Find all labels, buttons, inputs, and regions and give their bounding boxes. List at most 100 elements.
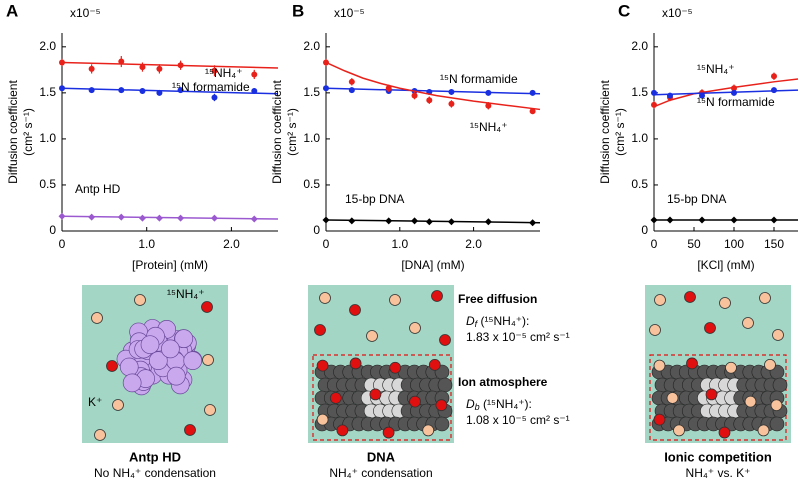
data-point [485, 102, 492, 109]
fit-line [653, 78, 799, 108]
data-point [177, 87, 184, 94]
ion [112, 399, 124, 411]
ion [772, 329, 784, 341]
data-point [59, 85, 65, 92]
data-point [156, 89, 163, 96]
data-point [211, 94, 218, 101]
y-axis-label: Diffusion coefficient [270, 80, 284, 184]
data-point [385, 85, 392, 92]
fit-line [61, 215, 279, 220]
annotation-formula: Df (¹⁵NH₄⁺): [466, 314, 529, 329]
ion [329, 392, 342, 404]
x-tick-label: 2.0 [223, 237, 240, 251]
formula-subscript: b [475, 402, 480, 412]
ion [389, 361, 402, 374]
data-point [385, 217, 393, 225]
formula-subscript: f [475, 319, 479, 329]
ion [319, 292, 331, 304]
x-tick-label: 1.0 [391, 237, 408, 251]
ion [718, 426, 731, 439]
ion [366, 330, 378, 342]
y-tick-label: 1.5 [39, 85, 56, 99]
y-tick-label: 0.5 [303, 177, 320, 191]
data-point [118, 58, 125, 65]
data-point [155, 214, 163, 222]
y-tick-label: 0 [49, 223, 56, 237]
y-tick-label: 1.0 [303, 131, 320, 145]
data-point [88, 65, 95, 72]
ion [369, 388, 382, 401]
ion [422, 424, 435, 437]
data-point [425, 218, 433, 226]
data-point [447, 218, 455, 226]
protein-atom [161, 339, 180, 359]
protein-atom [174, 329, 194, 348]
protein-atom [166, 366, 186, 386]
formula-rest: (¹⁵NH₄⁺): [480, 397, 532, 411]
y-tick-label: 1.0 [631, 131, 648, 145]
data-point [323, 85, 329, 92]
ion [314, 324, 326, 336]
data-point [771, 87, 777, 94]
data-point [426, 97, 433, 104]
ion [106, 360, 118, 372]
annotation-value: 1.83 x 10⁻⁵ cm² s⁻¹ [466, 330, 570, 344]
y-tick-label: 1.0 [39, 131, 56, 145]
data-point [211, 67, 218, 74]
ion [666, 392, 679, 404]
panel-label: B [292, 1, 304, 20]
data-point [88, 213, 96, 221]
ion [684, 291, 696, 303]
fit-line [325, 219, 541, 224]
formula-symbol: D [466, 314, 475, 328]
y-tick-label: 0.5 [631, 177, 648, 191]
data-point [251, 88, 258, 95]
y-tick-label: 1.5 [631, 85, 648, 99]
ion [653, 359, 666, 372]
ion [435, 399, 448, 412]
data-point [177, 214, 185, 222]
dna-atom [434, 416, 450, 432]
y-tick-label: 2.0 [631, 39, 648, 53]
ion [439, 334, 451, 346]
schematic-subtitle: NH₄⁺ condensation [329, 466, 432, 480]
x-tick-label: 150 [764, 237, 784, 251]
formula-symbol: D [466, 397, 475, 411]
series-label: 15-bp DNA [667, 192, 726, 206]
ion-label: K⁺ [88, 395, 102, 409]
protein-atom [183, 351, 203, 370]
data-point [118, 87, 125, 94]
ion [389, 294, 401, 306]
panel-label: C [618, 1, 630, 20]
ion [705, 388, 718, 401]
panel-label: A [6, 1, 18, 20]
ion [649, 324, 661, 336]
dna-atom [772, 377, 788, 393]
data-point [210, 214, 218, 222]
protein-atom [148, 351, 168, 370]
data-point [139, 88, 146, 95]
schematic-title: Antp HD [129, 449, 181, 464]
axis-multiplier: x10⁻⁵ [334, 6, 365, 20]
ion [744, 395, 757, 408]
annotation-formula: Db (¹⁵NH₄⁺): [466, 397, 532, 412]
y-axis-label: Diffusion coefficient [598, 80, 612, 184]
x-tick-label: 50 [687, 237, 701, 251]
ion [764, 358, 776, 371]
ion [686, 357, 698, 370]
schematic-subtitle: NH₄⁺ vs. K⁺ [686, 466, 751, 480]
data-point [251, 71, 258, 78]
y-axis-label: (cm² s⁻¹) [613, 108, 627, 156]
ion [759, 292, 771, 304]
ion [770, 399, 783, 412]
data-point [348, 87, 355, 94]
fit-line [325, 61, 541, 111]
formula-rest: (¹⁵NH₄⁺): [477, 314, 529, 328]
data-point [117, 213, 125, 221]
data-point [322, 216, 330, 224]
series-label: ¹⁵NH₄⁺ [697, 62, 735, 76]
data-point [485, 89, 492, 96]
data-point [58, 212, 66, 220]
x-tick-label: 0 [59, 237, 66, 251]
data-point [529, 89, 536, 96]
